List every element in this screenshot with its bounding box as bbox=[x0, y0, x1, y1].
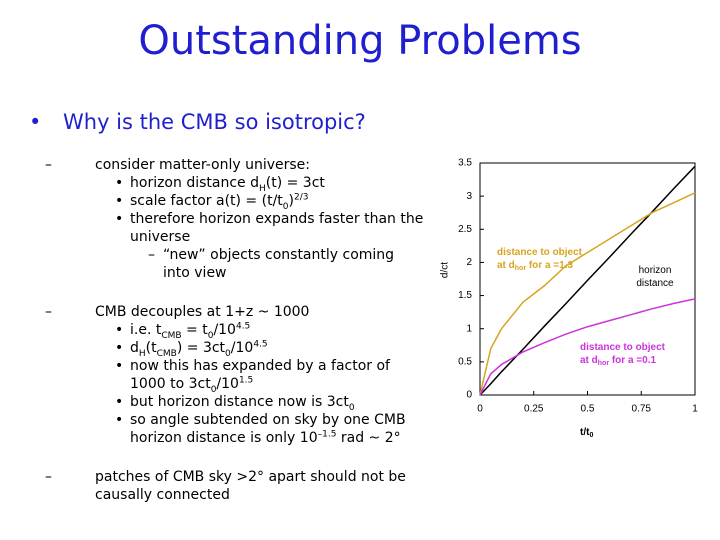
bullet-item: so angle subtended on sky by one CMB hor… bbox=[0, 411, 425, 447]
superscript: 4.5 bbox=[235, 321, 251, 332]
subscript: 0 bbox=[210, 384, 217, 395]
subscript: 0 bbox=[589, 432, 593, 439]
text-run: /10 bbox=[216, 376, 239, 392]
subscript: 0 bbox=[207, 330, 214, 341]
text-run: CMB decouples at 1+z ~ 1000 bbox=[95, 304, 310, 320]
text-run: distance bbox=[636, 278, 674, 289]
x-tick-label: 0.5 bbox=[581, 404, 595, 415]
text-run: horizon distance d bbox=[130, 175, 259, 191]
y-tick-label: 1.5 bbox=[458, 290, 472, 301]
data-line bbox=[479, 192, 696, 396]
x-tick-label: 0.25 bbox=[524, 404, 544, 415]
bullet-item: patches of CMB sky >2° apart should not … bbox=[0, 468, 425, 504]
text-run: at d bbox=[580, 355, 598, 366]
bullet-item: now this has expanded by a factor of 100… bbox=[0, 357, 425, 395]
data-line bbox=[479, 298, 696, 396]
bullet-item: scale factor a(t) = (t/t0)2/3 bbox=[0, 192, 425, 212]
y-tick-label: 3 bbox=[466, 191, 472, 202]
annotation: horizon bbox=[639, 265, 672, 276]
text-run: /10 bbox=[230, 340, 254, 356]
subscript: hor bbox=[515, 265, 527, 272]
subscript: 0 bbox=[282, 201, 289, 212]
bullet-item: “new” objects constantly coming into vie… bbox=[0, 246, 425, 282]
subscript: 0 bbox=[225, 348, 231, 359]
subscript: CMB bbox=[156, 348, 177, 359]
y-tick-label: 0.5 bbox=[458, 356, 472, 367]
annotation: distance bbox=[636, 278, 674, 289]
annotation: distance to object bbox=[580, 342, 666, 353]
text-run: scale factor a(t) = (t/t bbox=[130, 193, 283, 209]
text-run: ) = 3ct bbox=[176, 340, 226, 356]
x-axis-label: t/t0 bbox=[580, 427, 593, 440]
text-run: distance to object bbox=[580, 342, 666, 353]
bullet-item: horizon distance dH(t) = 3ct bbox=[0, 174, 425, 194]
superscript: –1.5 bbox=[317, 429, 337, 440]
bullet-item: consider matter-only universe: bbox=[0, 156, 425, 174]
text-run: (t bbox=[145, 340, 157, 356]
subscript: H bbox=[258, 183, 266, 194]
text-run: horizon bbox=[639, 265, 672, 276]
y-tick-label: 2 bbox=[466, 257, 472, 268]
superscript: 4.5 bbox=[253, 339, 268, 350]
bullet-item: therefore horizon expands faster than th… bbox=[0, 210, 425, 246]
x-tick-label: 0 bbox=[477, 404, 483, 415]
bullet-item: i.e. tCMB = t0/104.5 bbox=[0, 321, 425, 341]
bullet-item: dH(tCMB) = 3ct0/104.5 bbox=[0, 339, 425, 359]
y-tick-label: 3.5 bbox=[458, 158, 472, 169]
data-line bbox=[479, 165, 696, 396]
y-tick-label: 2.5 bbox=[458, 224, 472, 235]
annotation: distance to object bbox=[497, 247, 583, 258]
text-run: patches of CMB sky >2° apart should not … bbox=[95, 469, 406, 503]
y-tick-label: 1 bbox=[466, 323, 472, 334]
text-run: now this has expanded by a factor of 100… bbox=[130, 358, 390, 392]
subscript: H bbox=[138, 348, 146, 359]
annotation: at dhor for a =1.3 bbox=[497, 260, 573, 273]
text-run: but horizon distance now is 3ct bbox=[130, 394, 349, 410]
subscript: CMB bbox=[161, 330, 182, 341]
text-run: = t bbox=[181, 322, 208, 338]
text-run: i.e. t bbox=[130, 322, 162, 338]
slide-title: Outstanding Problems bbox=[138, 18, 582, 64]
bullet-list: consider matter-only universe:horizon di… bbox=[0, 156, 425, 504]
subscript: hor bbox=[598, 360, 610, 367]
text-run: d bbox=[130, 340, 139, 356]
superscript: 2/3 bbox=[293, 192, 309, 203]
text-run: ) bbox=[288, 193, 294, 209]
bullet-item: but horizon distance now is 3ct0 bbox=[0, 393, 425, 413]
annotation: at dhor for a =0.1 bbox=[580, 355, 656, 368]
text-run: consider matter-only universe: bbox=[95, 157, 310, 173]
bullet-item: CMB decouples at 1+z ~ 1000 bbox=[0, 303, 425, 321]
text-run: at d bbox=[497, 260, 515, 271]
text-run: so angle subtended on sky by one CMB hor… bbox=[130, 412, 406, 446]
text-run: for a =1.3 bbox=[526, 260, 573, 271]
text-run: therefore horizon expands faster than th… bbox=[130, 211, 424, 245]
text-run: “new” objects constantly coming into vie… bbox=[163, 247, 395, 281]
bullet-text: Why is the CMB so isotropic? bbox=[63, 110, 366, 134]
y-axis-label: d/ct bbox=[440, 262, 451, 278]
chart: 00.511.522.533.50 0.25 0.5 0.75 1d/ctt/t0dis… bbox=[440, 158, 699, 440]
text-run: for a =0.1 bbox=[609, 355, 656, 366]
y-tick-label: 0 bbox=[466, 390, 472, 401]
text-run: (t) = 3ct bbox=[265, 175, 325, 191]
text-run: distance to object bbox=[497, 247, 583, 258]
main-bullet: Why is the CMB so isotropic? bbox=[29, 110, 366, 134]
x-tick-label: 1 bbox=[692, 404, 698, 415]
text-run: t/t bbox=[580, 427, 590, 438]
x-tick-label: 0.75 bbox=[632, 404, 652, 415]
subscript: 0 bbox=[348, 402, 355, 413]
superscript: 1.5 bbox=[238, 375, 254, 386]
text-run: /10 bbox=[213, 322, 236, 338]
text-run: rad ~ 2° bbox=[336, 430, 401, 446]
